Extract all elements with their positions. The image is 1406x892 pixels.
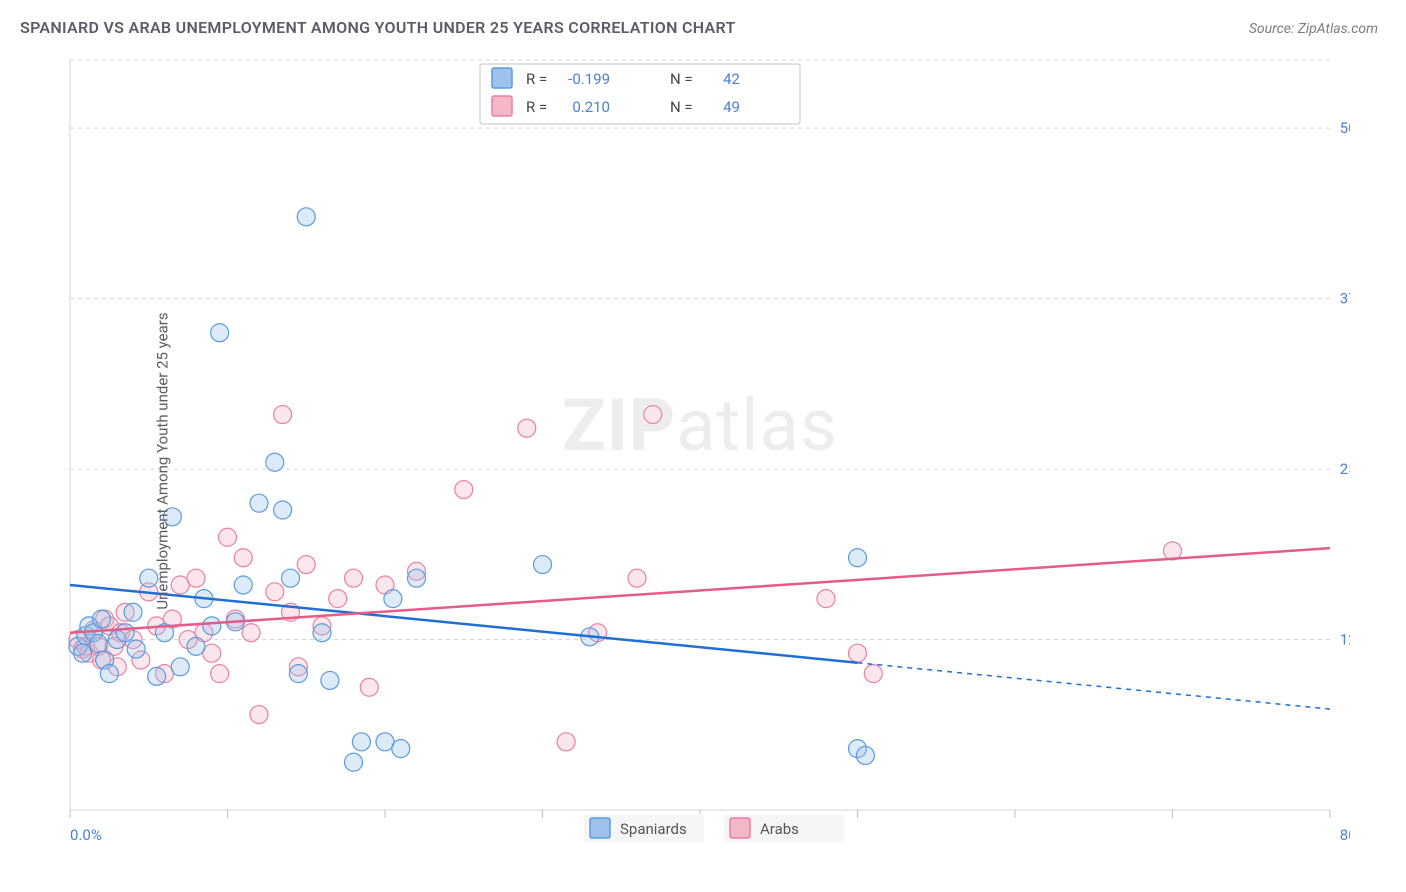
data-point: [187, 637, 205, 655]
data-point: [211, 665, 229, 683]
y-axis-label: Unemployment Among Youth under 25 years: [154, 312, 172, 609]
data-point: [124, 603, 142, 621]
data-point: [242, 624, 260, 642]
svg-text:80.0%: 80.0%: [1340, 826, 1350, 844]
trend-line-extrapolated: [858, 663, 1331, 709]
data-point: [534, 556, 552, 574]
scatter-chart: 12.5% 25.0% 37.5% 50.0% 0.0% 80.0% ZIPatlas R =…: [20, 50, 1350, 850]
svg-text:ZIPatlas: ZIPatlas: [562, 383, 838, 468]
series-swatch: [492, 68, 512, 88]
data-point: [234, 549, 252, 567]
data-point: [384, 590, 402, 608]
svg-text:R =: R =: [526, 98, 547, 116]
data-point: [297, 208, 315, 226]
data-point: [864, 665, 882, 683]
data-point: [211, 324, 229, 342]
data-point: [266, 583, 284, 601]
series-swatch: [492, 96, 512, 116]
svg-text:N =: N =: [670, 70, 693, 88]
series-legend: Spaniards Arabs: [584, 814, 844, 842]
data-point: [329, 590, 347, 608]
data-point: [148, 667, 166, 685]
data-point: [644, 406, 662, 424]
data-point: [352, 733, 370, 751]
data-point: [392, 740, 410, 758]
svg-text:12.5%: 12.5%: [1340, 631, 1350, 649]
svg-text:R =: R =: [526, 70, 547, 88]
data-point: [171, 658, 189, 676]
data-point: [219, 528, 237, 546]
svg-text:0.210: 0.210: [572, 98, 610, 116]
data-point: [557, 733, 575, 751]
correlation-stat-box: R = -0.199 N = 42 R = 0.210 N = 49: [480, 64, 800, 124]
data-point: [93, 610, 111, 628]
data-point: [282, 569, 300, 587]
data-point: [127, 640, 145, 658]
svg-text:N =: N =: [670, 98, 693, 116]
svg-text:50.0%: 50.0%: [1340, 119, 1350, 137]
svg-text:25.0%: 25.0%: [1340, 460, 1350, 478]
data-point: [274, 501, 292, 519]
data-point: [203, 617, 221, 635]
chart-container: Unemployment Among Youth under 25 years …: [20, 50, 1386, 872]
data-point: [345, 569, 363, 587]
data-point: [345, 753, 363, 771]
data-point: [313, 624, 331, 642]
data-point: [274, 406, 292, 424]
data-point: [628, 569, 646, 587]
svg-text:37.5%: 37.5%: [1340, 290, 1350, 308]
data-point: [856, 746, 874, 764]
data-point: [518, 419, 536, 437]
data-point: [266, 453, 284, 471]
legend-label: Spaniards: [620, 820, 687, 838]
data-point: [455, 481, 473, 499]
data-point: [116, 624, 134, 642]
data-point: [297, 556, 315, 574]
data-point: [817, 590, 835, 608]
data-point: [408, 569, 426, 587]
chart-title: SPANIARD VS ARAB UNEMPLOYMENT AMONG YOUT…: [20, 18, 736, 37]
legend-label: Arabs: [760, 820, 799, 838]
data-point: [250, 494, 268, 512]
legend-swatch: [730, 818, 750, 838]
data-point: [250, 706, 268, 724]
svg-text:42: 42: [723, 70, 740, 88]
data-point: [100, 665, 118, 683]
legend-swatch: [590, 818, 610, 838]
svg-text:49: 49: [723, 98, 740, 116]
data-point: [89, 635, 107, 653]
data-point: [234, 576, 252, 594]
svg-text:-0.199: -0.199: [568, 70, 610, 88]
chart-source: Source: ZipAtlas.com: [1249, 21, 1378, 37]
data-point: [321, 671, 339, 689]
data-point: [360, 678, 378, 696]
svg-text:0.0%: 0.0%: [70, 826, 102, 844]
data-point: [187, 569, 205, 587]
data-point: [74, 644, 92, 662]
data-point: [849, 549, 867, 567]
data-point: [849, 644, 867, 662]
data-point: [289, 665, 307, 683]
trend-line: [70, 548, 1330, 633]
chart-header: SPANIARD VS ARAB UNEMPLOYMENT AMONG YOUT…: [0, 0, 1406, 45]
